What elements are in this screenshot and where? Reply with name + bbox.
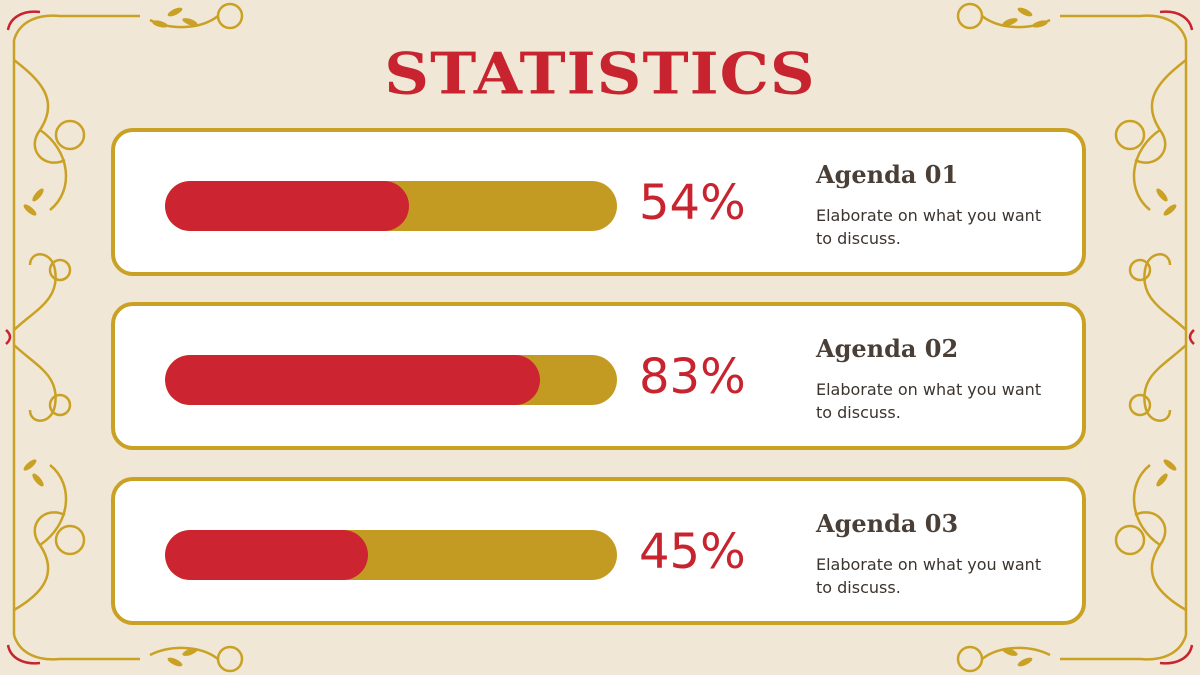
- percent-label: 45%: [639, 524, 746, 580]
- percent-label: 83%: [639, 349, 746, 405]
- progress-fill: [165, 530, 369, 580]
- percent-label: 54%: [639, 175, 746, 231]
- stat-card-1: 54% Agenda 01 Elaborate on what you want…: [111, 128, 1086, 276]
- progress-fill: [165, 181, 410, 231]
- progress-track: [165, 355, 617, 405]
- page-title: STATISTICS: [384, 39, 816, 108]
- agenda-description: Elaborate on what you want to discuss.: [816, 206, 1042, 248]
- progress-track: [165, 530, 617, 580]
- progress-track: [165, 181, 617, 231]
- agenda-description: Elaborate on what you want to discuss.: [816, 555, 1042, 597]
- agenda-title: Agenda 01: [816, 160, 959, 189]
- stat-card-2: 83% Agenda 02 Elaborate on what you want…: [111, 302, 1086, 450]
- progress-fill: [165, 355, 541, 405]
- stat-card-3: 45% Agenda 03 Elaborate on what you want…: [111, 477, 1086, 625]
- agenda-title: Agenda 02: [816, 334, 959, 363]
- agenda-description: Elaborate on what you want to discuss.: [816, 380, 1042, 422]
- agenda-title: Agenda 03: [816, 509, 959, 538]
